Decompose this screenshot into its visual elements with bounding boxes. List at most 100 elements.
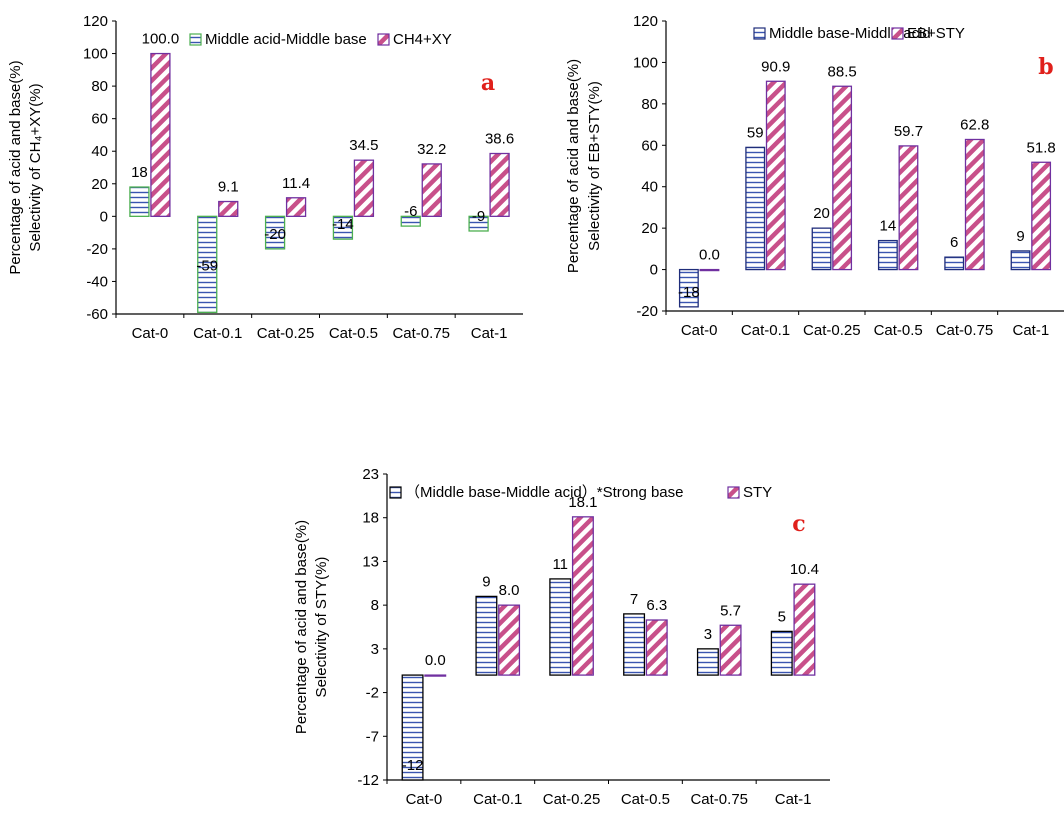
bar-acid-base: [745, 146, 766, 271]
data-label: 90.9: [761, 58, 790, 75]
x-category-label: Cat-0: [132, 325, 169, 342]
data-label: 14: [880, 218, 897, 235]
bar-selectivity: [699, 268, 720, 272]
bar-selectivity: [765, 80, 786, 271]
bar-selectivity: [898, 145, 919, 271]
data-label: -18: [678, 284, 700, 301]
bar-acid-base: [401, 674, 424, 781]
bar-selectivity: [645, 619, 668, 676]
bar-acid-base: [197, 215, 218, 314]
data-label: -12: [402, 757, 424, 774]
data-label: 51.8: [1027, 139, 1056, 156]
y-tick-label: 40: [91, 143, 108, 160]
y-tick-label: 3: [371, 641, 379, 658]
panel-letter: c: [792, 511, 805, 537]
data-label: 38.6: [485, 131, 514, 148]
data-label: 3: [704, 626, 712, 643]
legend-label: CH4+XY: [393, 31, 452, 48]
y-tick-label: 120: [633, 13, 658, 30]
data-label: 100.0: [142, 31, 180, 48]
data-label: 32.2: [417, 141, 446, 158]
data-label: 0.0: [425, 652, 446, 669]
y-tick-label: 80: [91, 78, 108, 95]
panel-c: -12 -7 -2 3 8 13 18 23 Cat-0 Cat-0.1 Cat-0.25 Cat-0…: [293, 466, 830, 808]
legend-label: EB+STY: [907, 25, 965, 42]
y-tick-label: 80: [641, 96, 658, 113]
bar-acid-base: [468, 215, 489, 232]
data-label: -9: [472, 208, 485, 225]
bar-selectivity: [353, 159, 375, 217]
data-label: 9: [482, 573, 490, 590]
y-tick-label: 20: [641, 220, 658, 237]
x-category-label: Cat-0.25: [803, 322, 861, 339]
y-axis-label: Selectivity of CH₄+XY(%): [27, 83, 44, 251]
bar-acid-base: [264, 215, 286, 250]
data-label: 34.5: [349, 137, 378, 154]
data-label: 62.8: [960, 116, 989, 133]
y-tick-label: 20: [91, 176, 108, 193]
x-category-label: Cat-0.5: [621, 791, 670, 808]
data-label: 7: [630, 591, 638, 608]
data-label: 59: [747, 124, 764, 141]
x-category-label: Cat-1: [775, 791, 812, 808]
data-label: 11: [552, 556, 568, 573]
bar-acid-base: [475, 595, 498, 676]
legend-label: Middle acid-Middle base: [205, 31, 367, 48]
y-axis-label: Selectivity of STY(%): [313, 557, 330, 698]
bar-selectivity: [218, 200, 239, 217]
data-label: 9: [1016, 228, 1024, 245]
data-label: -6: [404, 203, 417, 220]
y-tick-label: 18: [362, 510, 379, 527]
y-tick-label: 100: [633, 54, 658, 71]
x-category-label: Cat-0.1: [473, 791, 522, 808]
legend-swatch: [753, 27, 766, 40]
bar-selectivity: [832, 85, 853, 271]
x-category-label: Cat-1: [1012, 322, 1049, 339]
y-tick-label: 60: [641, 137, 658, 154]
legend-label: （Middle base-Middle acid）*Strong base: [405, 484, 683, 501]
y-tick-label: 0: [100, 208, 108, 225]
y-tick-label: -40: [86, 273, 108, 290]
x-category-label: Cat-0: [406, 791, 443, 808]
data-label: 88.5: [828, 63, 857, 80]
legend-swatch: [891, 27, 904, 40]
data-label: 9.1: [218, 179, 239, 196]
x-category-label: Cat-1: [471, 325, 508, 342]
bar-acid-base: [549, 578, 572, 676]
y-tick-label: -20: [636, 303, 658, 320]
panel-b: -20 0 20 40 60 80 100 120 Cat-0 Cat-0.1 Cat-0.25 Ca…: [565, 13, 1064, 339]
legend-swatch: [377, 33, 390, 46]
y-tick-label: 120: [83, 13, 108, 30]
y-axis-label: Percentage of acid and base(%): [293, 520, 310, 734]
data-label: 6: [950, 234, 958, 251]
x-category-label: Cat-0.5: [874, 322, 923, 339]
y-axis-label: Percentage of acid and base(%): [7, 60, 24, 274]
y-axis-label: Selectivity of EB+STY(%): [586, 81, 603, 251]
y-tick-label: 60: [91, 111, 108, 128]
bar-acid-base: [129, 186, 150, 217]
data-label: 5.7: [720, 602, 741, 619]
y-tick-label: 0: [650, 262, 658, 279]
y-tick-label: -60: [86, 306, 108, 323]
data-label: -14: [332, 216, 354, 233]
x-category-label: Cat-0.5: [329, 325, 378, 342]
bar-acid-base: [1010, 250, 1031, 271]
y-tick-label: -12: [357, 772, 379, 789]
bar-selectivity: [421, 163, 442, 217]
x-category-label: Cat-0.75: [690, 791, 748, 808]
legend-swatch: [727, 486, 740, 499]
data-label: 59.7: [894, 123, 923, 140]
y-tick-label: 13: [362, 553, 379, 570]
data-label: 5: [778, 608, 786, 625]
bar-acid-base: [877, 239, 898, 271]
x-category-label: Cat-0.25: [257, 325, 315, 342]
data-label: -20: [264, 226, 286, 243]
y-tick-label: -7: [366, 728, 379, 745]
data-label: 6.3: [646, 597, 667, 614]
bar-selectivity: [150, 52, 171, 217]
bar-acid-base: [696, 648, 719, 676]
bar-selectivity: [719, 624, 742, 676]
bar-selectivity: [498, 604, 521, 676]
